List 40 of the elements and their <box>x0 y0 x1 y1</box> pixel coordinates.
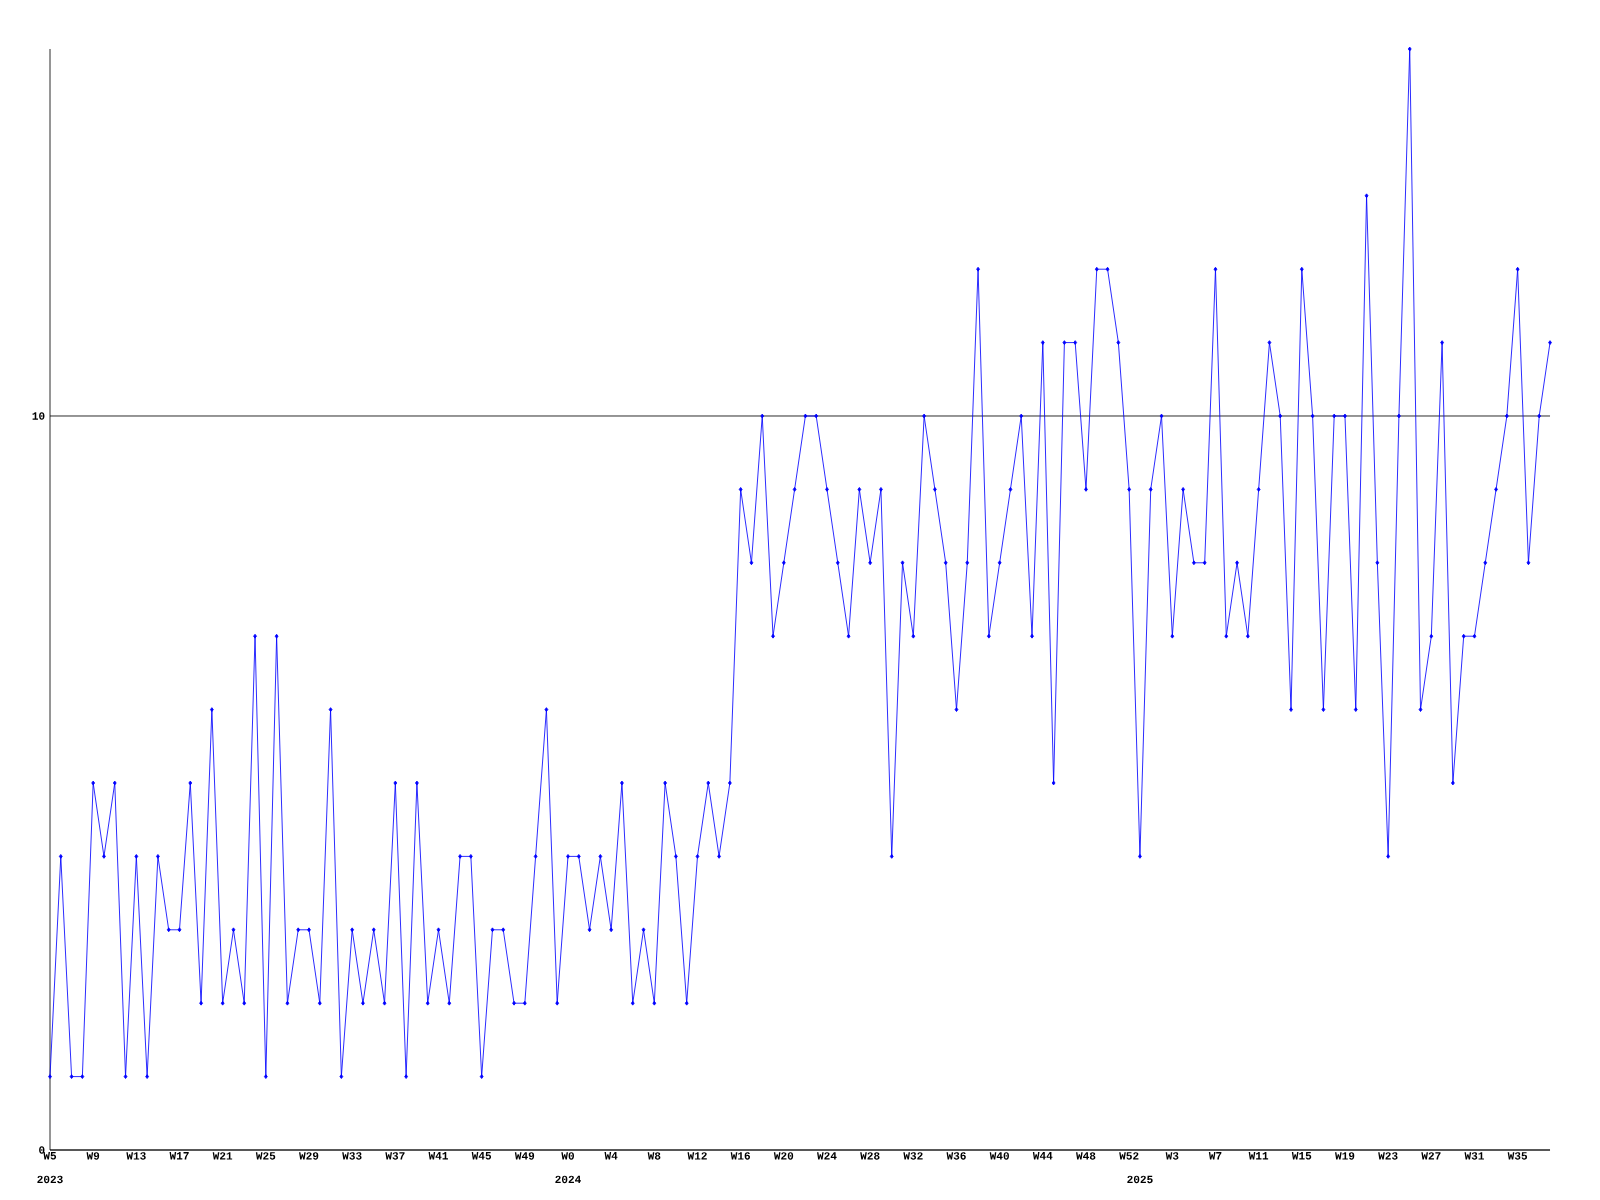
x-tick-label: W49 <box>514 1152 535 1160</box>
x-tick-label: W23 <box>1378 1152 1398 1160</box>
x-tick-label: W44 <box>1032 1152 1053 1160</box>
x-tick-label: W20 <box>773 1152 794 1160</box>
x-tick-label: W13 <box>126 1152 146 1160</box>
x-tick-label: W3 <box>1165 1152 1179 1160</box>
text: 2025 <box>1127 1175 1153 1184</box>
text: 2023 <box>37 1175 63 1184</box>
x-tick-label: W21 <box>212 1152 233 1160</box>
x-tick-label: W17 <box>169 1152 189 1160</box>
text: 2024 <box>555 1175 581 1184</box>
x-tick-label: W32 <box>903 1152 923 1160</box>
x-tick-label: W37 <box>385 1152 405 1160</box>
x-tick-label: W31 <box>1464 1152 1484 1160</box>
x-tick-label: W28 <box>860 1152 880 1160</box>
x-tick-label: W41 <box>428 1152 448 1160</box>
x-tick-label: W16 <box>730 1152 751 1160</box>
x-tick-label: W33 <box>342 1152 362 1160</box>
x-tick-label: W36 <box>946 1152 966 1160</box>
x-tick-label: W35 <box>1507 1152 1528 1160</box>
x-tick-label: W27 <box>1421 1152 1441 1160</box>
x-tick-label: W19 <box>1335 1152 1355 1160</box>
x-tick-label: W12 <box>687 1152 707 1160</box>
x-tick-label: W9 <box>86 1152 100 1160</box>
x-tick-label: W40 <box>989 1152 1009 1160</box>
x-tick-label: W24 <box>817 1152 837 1160</box>
y-tick-label: 0 <box>39 1146 45 1154</box>
x-tick-label: W48 <box>1076 1152 1096 1160</box>
x-tick-label: W52 <box>1119 1152 1139 1160</box>
x-tick-label: W5 <box>43 1152 57 1160</box>
x-tick-label: W45 <box>471 1152 492 1160</box>
y-tick-label: 10 <box>32 412 45 420</box>
x-tick-label: W11 <box>1248 1152 1269 1160</box>
x-tick-label: W0 <box>561 1152 574 1160</box>
x-tick-label: W4 <box>604 1152 618 1160</box>
x-tick-label: W25 <box>255 1152 276 1160</box>
x-tick-label: W29 <box>299 1152 319 1160</box>
x-tick-label: W15 <box>1291 1152 1312 1160</box>
x-tick-label: W8 <box>647 1152 661 1160</box>
x-tick-label: W7 <box>1208 1152 1222 1160</box>
